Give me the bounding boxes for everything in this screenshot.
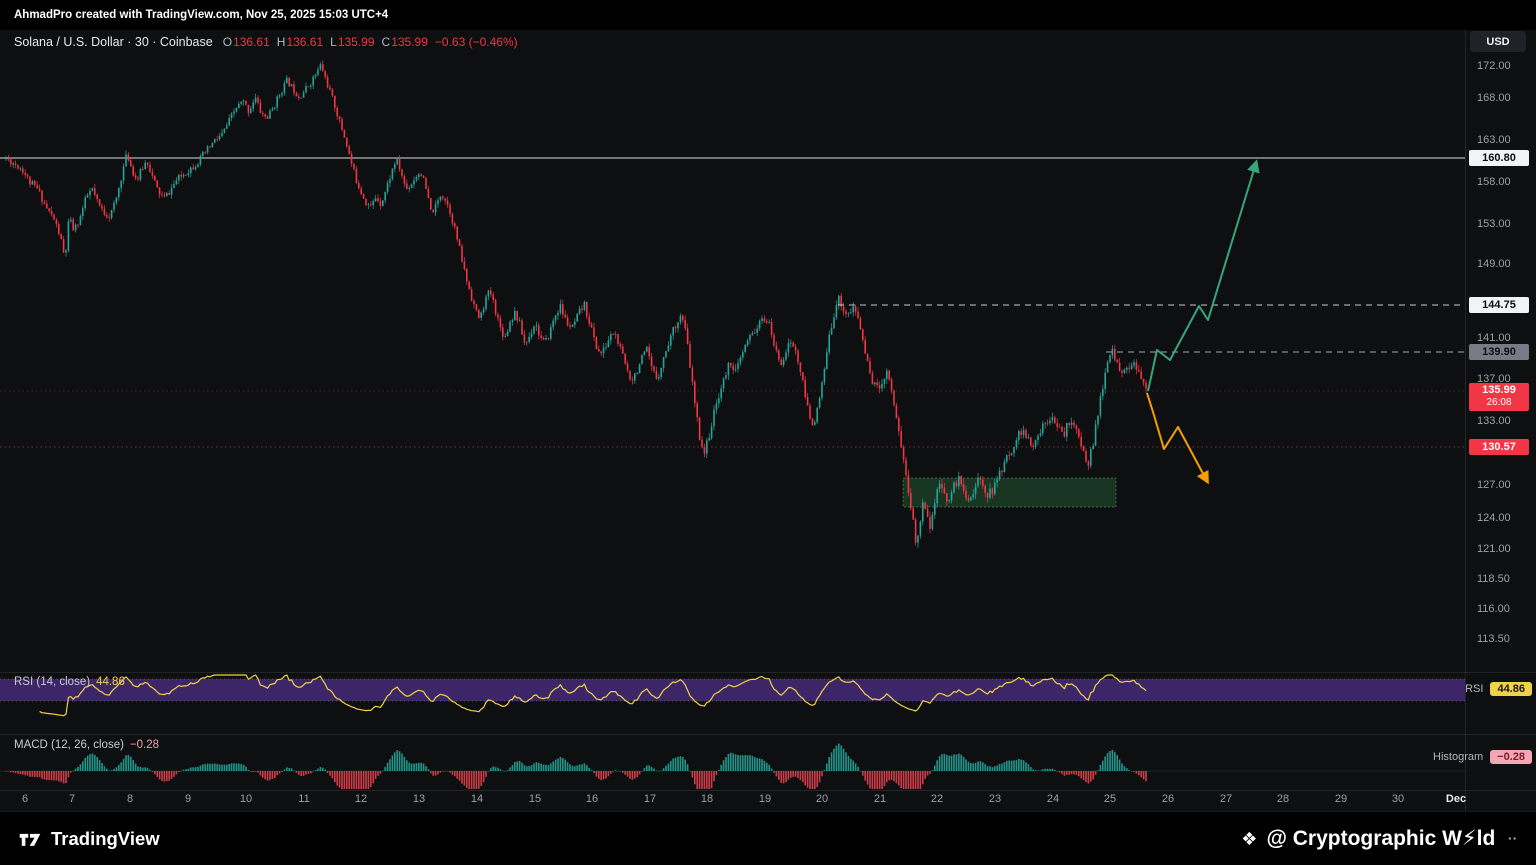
rsi-legend-title: RSI (14, close) bbox=[14, 676, 91, 688]
time-tick: 28 bbox=[1276, 793, 1290, 805]
time-tick: 27 bbox=[1219, 793, 1233, 805]
open-value: 136.61 bbox=[233, 35, 270, 49]
time-tick: 16 bbox=[585, 793, 599, 805]
footer-bar: TradingView ❖ @ Cryptographic W⚡ld ▪▪ bbox=[0, 811, 1536, 865]
header-credit: AhmadPro created with TradingView.com, N… bbox=[14, 9, 389, 21]
symbol-bar: Solana / U.S. Dollar · 30 · Coinbase O13… bbox=[14, 35, 518, 49]
high-value: 136.61 bbox=[286, 35, 324, 49]
price-tick: 118.50 bbox=[1477, 573, 1510, 585]
tradingview-logo-text: TradingView bbox=[51, 827, 160, 849]
time-tick: 19 bbox=[758, 793, 772, 805]
rsi-legend: RSI (14, close) 44.86 bbox=[14, 676, 125, 688]
time-tick: 17 bbox=[643, 793, 657, 805]
time-tick: 24 bbox=[1046, 793, 1060, 805]
price-line-label: 135.99 26:08 bbox=[1469, 383, 1529, 411]
time-tick: 11 bbox=[298, 793, 310, 805]
high-label: H bbox=[276, 35, 286, 49]
tradingview-logo[interactable]: TradingView bbox=[18, 827, 160, 851]
time-tick: 20 bbox=[815, 793, 829, 805]
change-value: −0.63 (−0.46%) bbox=[434, 35, 518, 49]
time-tick: 6 bbox=[21, 793, 29, 805]
ohlc-values: O136.61 H136.61 L135.99 C135.99 −0.63 (−… bbox=[223, 35, 518, 49]
bar-countdown: 26:08 bbox=[1486, 397, 1512, 408]
time-tick: Dec bbox=[1445, 793, 1467, 805]
price-tick: 113.50 bbox=[1477, 633, 1510, 645]
close-label: C bbox=[381, 35, 391, 49]
time-tick: 29 bbox=[1334, 793, 1348, 805]
low-label: L bbox=[330, 35, 337, 49]
low-value: 135.99 bbox=[337, 35, 375, 49]
symbol-title[interactable]: Solana / U.S. Dollar · 30 · Coinbase bbox=[14, 35, 213, 49]
price-tick: 141.00 bbox=[1477, 332, 1511, 344]
rsi-legend-value: 44.86 bbox=[96, 676, 125, 688]
price-tick: 163.00 bbox=[1477, 134, 1511, 146]
macd-badge-value: −0.28 bbox=[1490, 750, 1532, 764]
price-tick: 124.00 bbox=[1477, 512, 1511, 524]
price-tick: 168.00 bbox=[1477, 92, 1511, 104]
price-tick: 172.00 bbox=[1477, 60, 1511, 72]
time-tick: 12 bbox=[354, 793, 368, 805]
time-tick: 7 bbox=[68, 793, 76, 805]
diamond-icon: ❖ bbox=[1241, 828, 1258, 849]
macd-badge-label: Histogram bbox=[1433, 751, 1484, 763]
watermark-text: @ Cryptographic W⚡ld bbox=[1266, 827, 1496, 850]
time-tick: 23 bbox=[988, 793, 1002, 805]
close-value: 135.99 bbox=[391, 35, 428, 49]
time-tick: 18 bbox=[700, 793, 714, 805]
price-tick: 149.00 bbox=[1477, 258, 1511, 270]
price-line-label: 139.90 bbox=[1469, 344, 1529, 360]
currency-button[interactable]: USD bbox=[1470, 31, 1526, 52]
macd-legend-title: MACD (12, 26, close) bbox=[14, 739, 124, 751]
time-tick: 26 bbox=[1161, 793, 1175, 805]
macd-axis-badge: Histogram −0.28 bbox=[1370, 750, 1532, 764]
price-tick: 127.00 bbox=[1477, 479, 1511, 491]
header-bar: AhmadPro created with TradingView.com, N… bbox=[0, 0, 1536, 30]
channel-watermark: ❖ @ Cryptographic W⚡ld ▪▪ bbox=[1241, 826, 1518, 851]
time-tick: 25 bbox=[1103, 793, 1117, 805]
watermark-tail-icons: ▪▪ bbox=[1508, 834, 1518, 843]
price-tick: 158.00 bbox=[1477, 176, 1511, 188]
price-axis[interactable]: 172.00 168.00 163.00 158.00 153.00 149.00 141.… bbox=[1465, 0, 1536, 865]
price-tick: 121.00 bbox=[1477, 543, 1511, 555]
price-tick: 133.00 bbox=[1477, 415, 1511, 427]
time-tick: 9 bbox=[184, 793, 192, 805]
rsi-axis-badge: RSI 44.86 bbox=[1404, 682, 1532, 696]
tradingview-logo-icon bbox=[19, 833, 41, 846]
macd-legend: MACD (12, 26, close) −0.28 bbox=[14, 739, 159, 751]
time-tick: 22 bbox=[930, 793, 944, 805]
price-tick: 116.00 bbox=[1477, 603, 1510, 615]
time-tick: 30 bbox=[1391, 793, 1405, 805]
time-tick: 13 bbox=[412, 793, 426, 805]
macd-legend-value: −0.28 bbox=[129, 739, 160, 751]
time-tick: 8 bbox=[126, 793, 134, 805]
price-line-label: 144.75 bbox=[1469, 297, 1529, 313]
time-tick: 15 bbox=[528, 793, 542, 805]
price-line-label: 160.80 bbox=[1469, 150, 1529, 166]
open-label: O bbox=[222, 35, 233, 49]
time-tick: 21 bbox=[873, 793, 887, 805]
price-line-label: 130.57 bbox=[1469, 439, 1529, 455]
price-tick: 153.00 bbox=[1477, 218, 1511, 230]
time-tick: 10 bbox=[239, 793, 253, 805]
rsi-badge-value: 44.86 bbox=[1490, 682, 1532, 696]
time-tick: 14 bbox=[470, 793, 484, 805]
time-axis[interactable]: 6 7 8 9 10 11 12 13 14 15 16 17 18 19 20 21 22 23 24 25 26 27… bbox=[0, 790, 1467, 811]
rsi-badge-label: RSI bbox=[1465, 683, 1484, 695]
price-tick: 137.00 bbox=[1477, 373, 1511, 385]
